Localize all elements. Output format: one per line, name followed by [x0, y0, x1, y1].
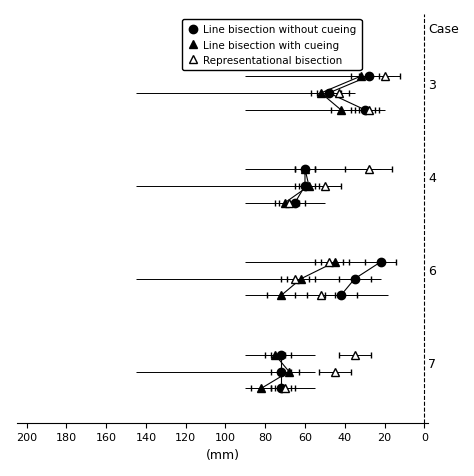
Text: 4: 4	[428, 172, 436, 185]
Text: Case: Case	[428, 23, 459, 36]
Text: 7: 7	[428, 357, 436, 370]
X-axis label: (mm): (mm)	[205, 448, 239, 461]
Legend: Line bisection without cueing, Line bisection with cueing, Representational bise: Line bisection without cueing, Line bise…	[182, 20, 362, 71]
Text: 3: 3	[428, 79, 436, 92]
Text: 6: 6	[428, 264, 436, 278]
